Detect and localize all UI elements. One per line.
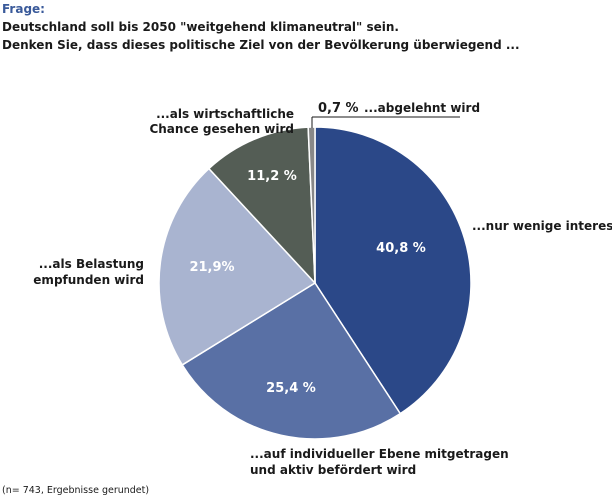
pie-chart: 0,7 % ...abgelehnt wird ...als wirtschaf… [33, 101, 612, 477]
value-label-individuell: 25,4 % [266, 381, 316, 396]
slice-label-individuell-2: und aktiv befördert wird [250, 463, 416, 477]
question-label: Frage: [2, 2, 45, 16]
slice-label-abgelehnt: ...abgelehnt wird [364, 101, 480, 115]
value-label-abgelehnt: 0,7 % [318, 101, 359, 116]
value-label-interessiert: 40,8 % [376, 241, 426, 256]
slice-label-individuell-1: ...auf individueller Ebene mitgetragen [250, 447, 509, 461]
question-line-2: Denken Sie, dass dieses politische Ziel … [2, 38, 520, 52]
pie-slice-individuell [181, 281, 402, 440]
slice-label-wirtschaftliche-2: Chance gesehen wird [149, 122, 294, 136]
value-label-wirtschaftliche: 11,2 % [247, 169, 297, 184]
question-line-1: Deutschland soll bis 2050 "weitgehend kl… [2, 20, 399, 34]
slice-label-belastung-1: ...als Belastung [39, 257, 144, 271]
pie-slice-belastung [158, 167, 317, 366]
slice-label-belastung-2: empfunden wird [33, 273, 144, 287]
slice-label-wirtschaftliche-1: ...als wirtschaftliche [156, 107, 294, 121]
slice-label-interessiert: ...nur wenige interessiert [472, 219, 612, 233]
value-label-belastung: 21,9% [189, 260, 234, 275]
footnote: (n= 743, Ergebnisse gerundet) [2, 485, 150, 496]
pie-slice-wirtschaftliche [207, 126, 316, 286]
